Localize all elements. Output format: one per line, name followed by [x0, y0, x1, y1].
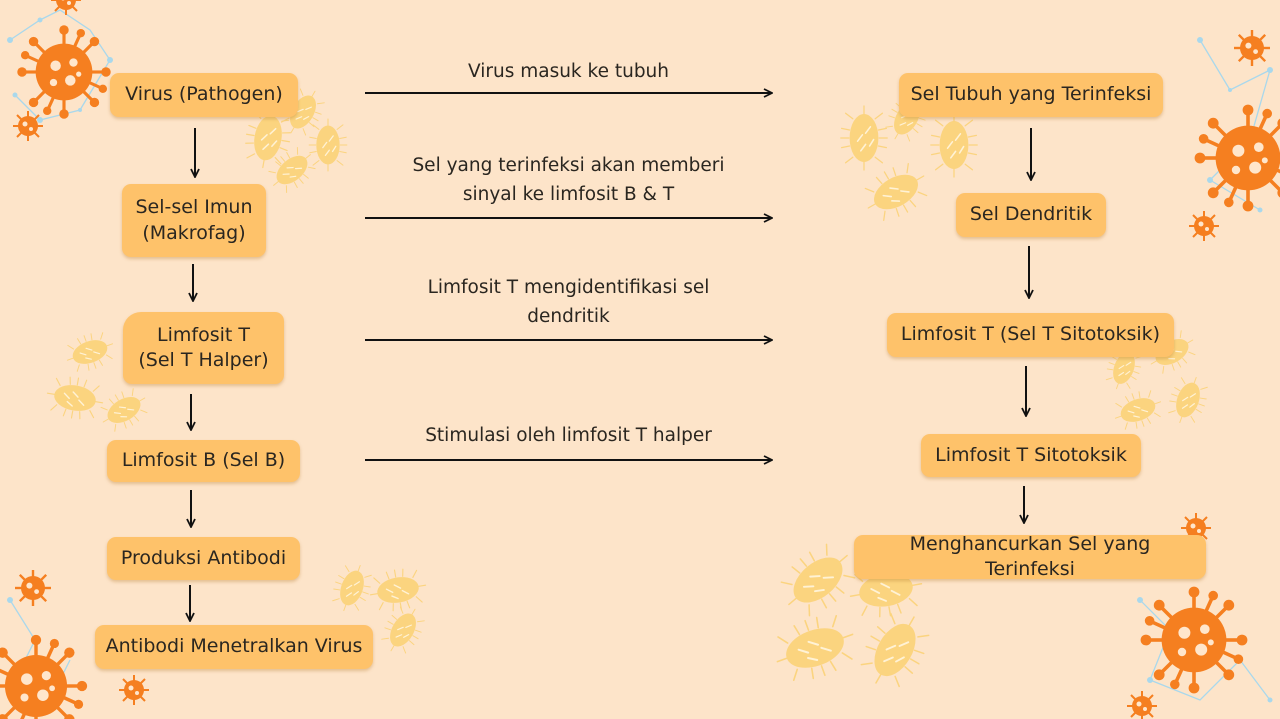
connection-label-4: Stimulasi oleh limfosit T halper [425, 425, 712, 446]
connection-label-1: Virus masuk ke tubuh [467, 61, 670, 82]
node-produksi-antibodi: Produksi Antibodi [107, 537, 300, 580]
connection-label-3: Limfosit T mengidentifikasi sel dendriti… [427, 277, 710, 327]
node-menghancurkan-sel: Menghancurkan Sel yang Terinfeksi [854, 533, 1206, 580]
node-virus-pathogen: Virus (Pathogen) [110, 73, 298, 117]
node-limfosit-b: Limfosit B (Sel B) [107, 440, 300, 482]
node-limfosit-t-sitotoksik: Limfosit T Sitotoksik [921, 434, 1141, 477]
node-sel-tubuh-terinfeksi: Sel Tubuh yang Terinfeksi [899, 73, 1163, 117]
node-sel-imun-makrofag: Sel-sel Imun (Makrofag) [122, 184, 266, 257]
node-antibodi-menetralkan-virus: Antibodi Menetralkan Virus [95, 625, 373, 669]
node-sel-dendritik: Sel Dendritik [956, 193, 1106, 237]
connection-label-2: Sel yang terinfeksi akan memberi sinyal … [412, 155, 725, 205]
node-limfosit-t-halper: Limfosit T (Sel T Halper) [123, 312, 284, 384]
node-limfosit-t-sitotoksik-sel: Limfosit T (Sel T Sitotoksik) [887, 313, 1174, 357]
